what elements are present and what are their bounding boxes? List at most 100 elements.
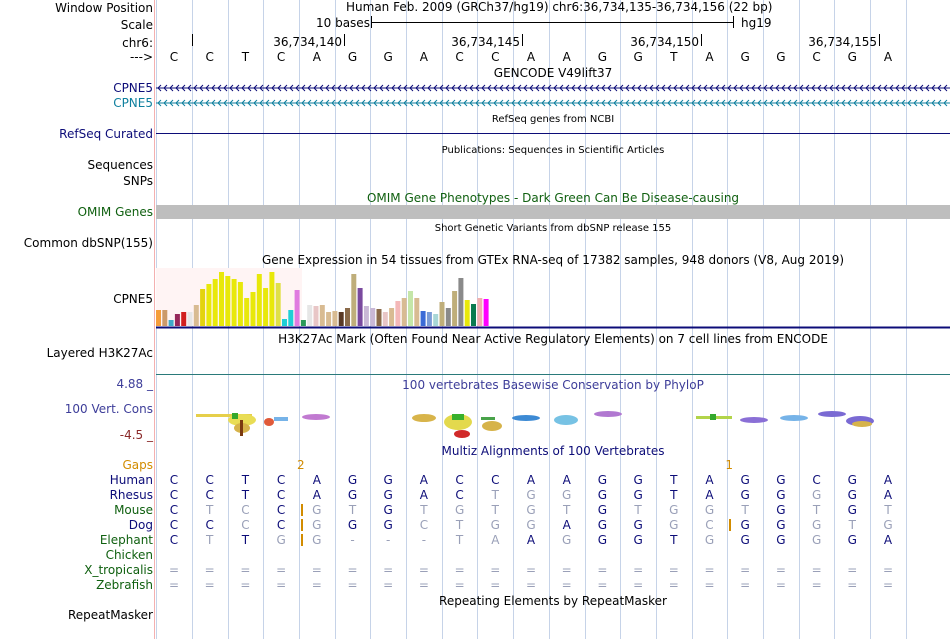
gtex-tissue-bar[interactable]	[351, 274, 357, 326]
gtex-tissue-bar[interactable]	[294, 290, 300, 326]
gencode-track-label-2[interactable]: CPNE5	[113, 96, 153, 110]
refseq-gene-line[interactable]	[156, 133, 950, 134]
alignment-base: =	[740, 578, 751, 592]
h3k27ac-title: H3K27Ac Mark (Often Found Near Active Re…	[278, 332, 828, 346]
alignment-base: G	[847, 503, 857, 517]
alignment-base: =	[775, 563, 786, 577]
gtex-tissue-bar[interactable]	[458, 278, 464, 326]
alignment-base: G	[276, 533, 286, 547]
species-label[interactable]: X_tropicalis	[84, 563, 153, 577]
gtex-tissue-bar[interactable]	[156, 310, 161, 326]
species-label[interactable]: Mouse	[114, 503, 153, 517]
gtex-tissue-bar[interactable]	[200, 289, 206, 326]
alignment-base: C	[205, 473, 214, 487]
gtex-tissue-bar[interactable]	[345, 308, 350, 326]
omim-label[interactable]: OMIM Genes	[77, 205, 153, 219]
gtex-tissue-bar[interactable]	[401, 298, 407, 326]
gencode-transcript-2[interactable]	[156, 97, 950, 109]
gtex-tissue-bar[interactable]	[414, 298, 420, 326]
refseq-label[interactable]: RefSeq Curated	[59, 127, 153, 141]
gtex-tissue-bar[interactable]	[263, 288, 269, 326]
alignment-base: C	[419, 518, 429, 532]
gtex-tissue-bar[interactable]	[256, 274, 262, 326]
gtex-tissue-bar[interactable]	[307, 305, 313, 326]
gtex-tissue-bar[interactable]	[237, 282, 243, 326]
gtex-expression-chart[interactable]	[156, 268, 950, 330]
species-label[interactable]: Dog	[128, 518, 153, 532]
gtex-tissue-bar[interactable]	[206, 284, 212, 326]
gtex-tissue-bar[interactable]	[250, 292, 256, 326]
gtex-tissue-bar[interactable]	[338, 312, 344, 326]
alignment-base: T	[455, 518, 464, 532]
species-label[interactable]: Rhesus	[109, 488, 153, 502]
gtex-tissue-bar[interactable]	[326, 312, 332, 326]
alignment-base: =	[204, 578, 215, 592]
gtex-label[interactable]: CPNE5	[113, 292, 153, 306]
gap-count: 1	[725, 458, 733, 472]
alignment-base: =	[597, 563, 608, 577]
gtex-tissue-bar[interactable]	[370, 308, 376, 326]
gtex-tissue-bar[interactable]	[395, 301, 401, 326]
gtex-tissue-bar[interactable]	[168, 320, 174, 326]
gtex-tissue-bar[interactable]	[452, 291, 458, 326]
species-label[interactable]: Zebrafish	[96, 578, 153, 592]
snps-label[interactable]: SNPs	[123, 174, 153, 188]
alignment-base: C	[276, 518, 286, 532]
gtex-tissue-bar[interactable]	[225, 276, 231, 326]
alignment-base: T	[812, 503, 821, 517]
dbsnp-label[interactable]: Common dbSNP(155)	[23, 236, 153, 250]
gtex-tissue-bar[interactable]	[300, 320, 306, 326]
gtex-tissue-bar[interactable]	[433, 314, 439, 326]
gtex-tissue-bar[interactable]	[389, 308, 395, 326]
species-label[interactable]: Chicken	[105, 548, 153, 562]
gtex-tissue-bar[interactable]	[219, 272, 224, 326]
gtex-tissue-bar[interactable]	[357, 288, 363, 326]
gtex-tissue-bar[interactable]	[212, 279, 218, 326]
gtex-tissue-bar[interactable]	[445, 308, 451, 326]
gtex-tissue-bar[interactable]	[382, 312, 388, 326]
gtex-tissue-bar[interactable]	[244, 298, 250, 326]
alignment-base: G	[776, 518, 786, 532]
gtex-tissue-bar[interactable]	[483, 299, 489, 326]
gtex-tissue-bar[interactable]	[477, 298, 483, 326]
gtex-tissue-bar[interactable]	[282, 319, 287, 326]
gencode-transcript-1[interactable]	[156, 82, 950, 94]
gtex-tissue-bar[interactable]	[288, 310, 294, 326]
gtex-tissue-bar[interactable]	[408, 291, 413, 326]
label-separator	[154, 0, 155, 639]
omim-gene-bar[interactable]	[156, 205, 950, 219]
gtex-tissue-bar[interactable]	[376, 309, 382, 326]
base-letter: G	[740, 50, 750, 64]
gtex-tissue-bar[interactable]	[231, 279, 237, 326]
gtex-tissue-bar[interactable]	[439, 302, 445, 326]
gtex-tissue-bar[interactable]	[181, 312, 187, 326]
gtex-tissue-bar[interactable]	[471, 304, 476, 326]
gtex-tissue-bar[interactable]	[420, 311, 426, 326]
conservation-logo[interactable]	[156, 404, 950, 444]
species-label[interactable]: Human	[109, 473, 153, 487]
gaps-label[interactable]: Gaps	[122, 458, 153, 472]
publications-label[interactable]: Sequences	[87, 158, 153, 172]
alignment-base: =	[668, 578, 679, 592]
gtex-tissue-bar[interactable]	[174, 314, 180, 326]
gtex-tissue-bar[interactable]	[187, 312, 193, 326]
gtex-tissue-bar[interactable]	[275, 283, 281, 326]
h3k27ac-label[interactable]: Layered H3K27Ac	[46, 346, 153, 360]
species-label[interactable]: Elephant	[99, 533, 153, 547]
gtex-tissue-bar[interactable]	[313, 306, 319, 326]
gtex-tissue-bar[interactable]	[332, 311, 338, 326]
alignment-base: C	[491, 473, 500, 487]
gtex-tissue-bar[interactable]	[193, 305, 199, 326]
gtex-tissue-bar[interactable]	[363, 306, 369, 326]
gtex-tissue-bar[interactable]	[269, 272, 275, 326]
repeatmasker-label[interactable]: RepeatMasker	[67, 608, 153, 622]
publications-title: Publications: Sequences in Scientific Ar…	[441, 145, 665, 156]
alignment-base: =	[847, 578, 858, 592]
gtex-tissue-bar[interactable]	[426, 312, 432, 326]
gtex-tissue-bar[interactable]	[162, 310, 168, 326]
gtex-tissue-bar[interactable]	[464, 300, 470, 326]
gtex-tissue-bar[interactable]	[319, 305, 325, 326]
conservation-label[interactable]: 100 Vert. Cons	[64, 402, 153, 416]
gencode-track-label-1[interactable]: CPNE5	[113, 81, 153, 95]
